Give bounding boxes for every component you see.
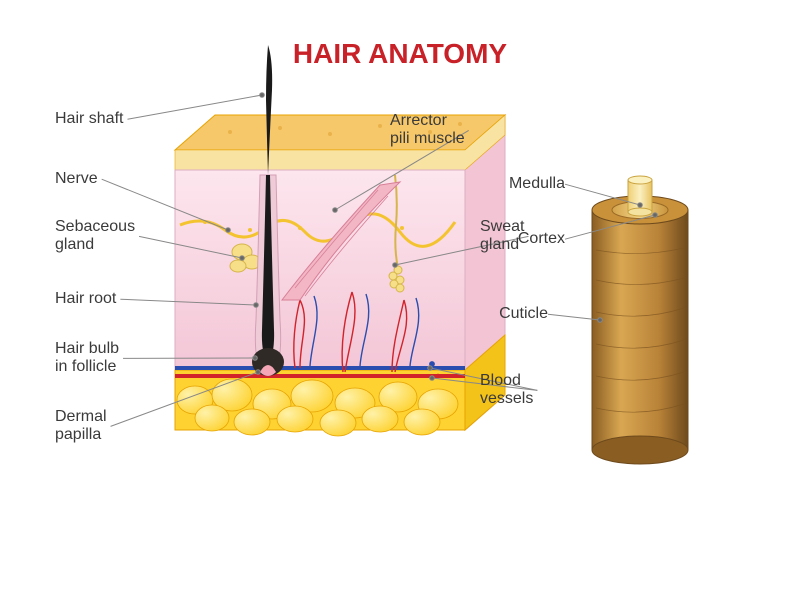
label-hair-root: Hair root [55,290,116,308]
label-arrector-pili: Arrector pili muscle [390,112,465,149]
label-sebaceous-gland: Sebaceous gland [55,218,135,255]
label-nerve: Nerve [55,170,98,188]
label-hair-shaft: Hair shaft [55,110,123,128]
anatomy-diagram [0,0,800,603]
label-cuticle: Cuticle [499,305,548,323]
label-dermal-papilla: Dermal papilla [55,408,107,445]
label-cortex: Cortex [518,230,565,248]
label-hair-bulb: Hair bulb in follicle [55,340,119,377]
label-blood-vessels: Blood vessels [480,372,533,409]
label-medulla: Medulla [509,175,565,193]
skin-cross-section [175,45,505,436]
